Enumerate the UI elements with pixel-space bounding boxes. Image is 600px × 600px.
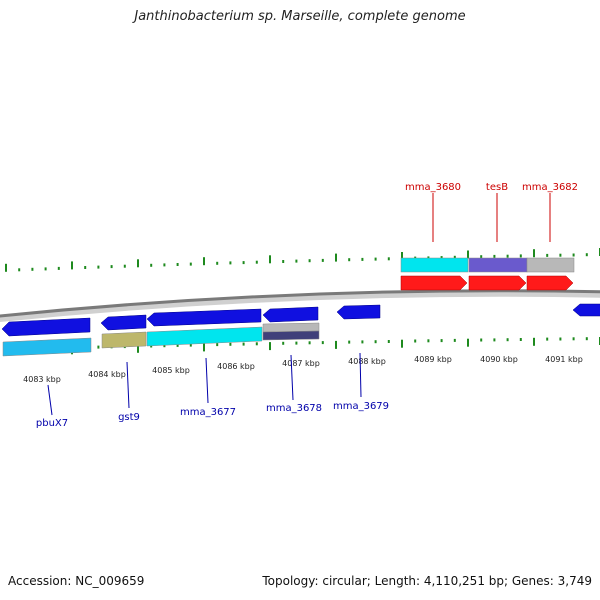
feature-cog-mma3680[interactable] — [400, 257, 469, 273]
gene-label-pbux7[interactable]: pbuX7 — [36, 418, 68, 429]
forward-cog-track[interactable] — [400, 257, 575, 273]
feature-cog-mma3677[interactable] — [146, 326, 263, 347]
forward-label-leaders — [432, 193, 551, 242]
accession-text: Accession: NC_009659 — [8, 574, 145, 588]
feature-cog-tesb[interactable] — [468, 257, 528, 273]
gene-arrow-mma3678[interactable] — [262, 306, 319, 323]
leader-mma3677 — [205, 357, 209, 404]
scale-label: 4090 kbp — [480, 355, 518, 364]
scale-labels: 4083 kbp 4084 kbp 4085 kbp 4086 kbp 4087… — [23, 355, 583, 384]
scale-label: 4088 kbp — [348, 357, 386, 366]
feature-cog-mma3678-top[interactable] — [262, 322, 320, 333]
reverse-strand-track[interactable] — [1, 303, 600, 337]
backbone — [0, 289, 600, 323]
backbone-shadow — [0, 290, 600, 323]
inner-tick-row — [5, 337, 600, 356]
feature-cog-pbux7[interactable] — [2, 337, 92, 357]
gene-arrow-mma3682[interactable] — [526, 275, 574, 291]
scale-label: 4086 kbp — [217, 362, 255, 371]
gene-arrow-next[interactable] — [572, 303, 600, 317]
feature-cog-gst9[interactable] — [101, 331, 147, 349]
reverse-cog-track[interactable] — [2, 322, 320, 357]
gene-arrow-mma3680[interactable] — [400, 275, 468, 291]
gene-label-tesb[interactable]: tesB — [486, 182, 508, 193]
forward-strand-track[interactable] — [400, 275, 574, 291]
gene-arrow-pbux7[interactable] — [1, 317, 91, 337]
scale-label: 4087 kbp — [282, 359, 320, 368]
gene-arrow-gst9[interactable] — [100, 314, 147, 331]
map-title: Janthinobacterium sp. Marseille, complet… — [134, 9, 466, 24]
topology-text: Topology: circular; Length: 4,110,251 bp… — [262, 574, 592, 588]
gene-label-mma3680[interactable]: mma_3680 — [405, 182, 461, 193]
gene-label-mma3677[interactable]: mma_3677 — [180, 407, 236, 418]
scale-label: 4083 kbp — [23, 375, 61, 384]
gene-arrow-mma3679[interactable] — [336, 304, 381, 320]
leader-mma3678 — [290, 354, 294, 401]
gene-label-mma3678[interactable]: mma_3678 — [266, 403, 322, 414]
scale-label: 4091 kbp — [545, 355, 583, 364]
scale-label: 4089 kbp — [414, 355, 452, 364]
gene-arrow-tesb[interactable] — [468, 275, 527, 291]
reverse-gene-labels: pbuX7 gst9 mma_3677 mma_3678 mma_3679 — [36, 401, 389, 429]
gene-arrow-mma3677[interactable] — [146, 308, 262, 327]
forward-gene-labels: mma_3680 tesB mma_3682 — [405, 182, 578, 193]
feature-cog-mma3682[interactable] — [526, 257, 575, 273]
feature-cog-mma3678-bottom[interactable] — [262, 330, 320, 341]
leader-gst9 — [126, 361, 130, 409]
leader-pbux7 — [47, 384, 53, 416]
gene-label-mma3679[interactable]: mma_3679 — [333, 401, 389, 412]
gene-label-mma3682[interactable]: mma_3682 — [522, 182, 578, 193]
scale-label: 4085 kbp — [152, 366, 190, 375]
scale-label: 4084 kbp — [88, 370, 126, 379]
leader-mma3679 — [359, 352, 362, 398]
gene-label-gst9[interactable]: gst9 — [118, 412, 140, 423]
reverse-label-leaders — [47, 352, 362, 416]
backbone-line — [0, 289, 600, 318]
